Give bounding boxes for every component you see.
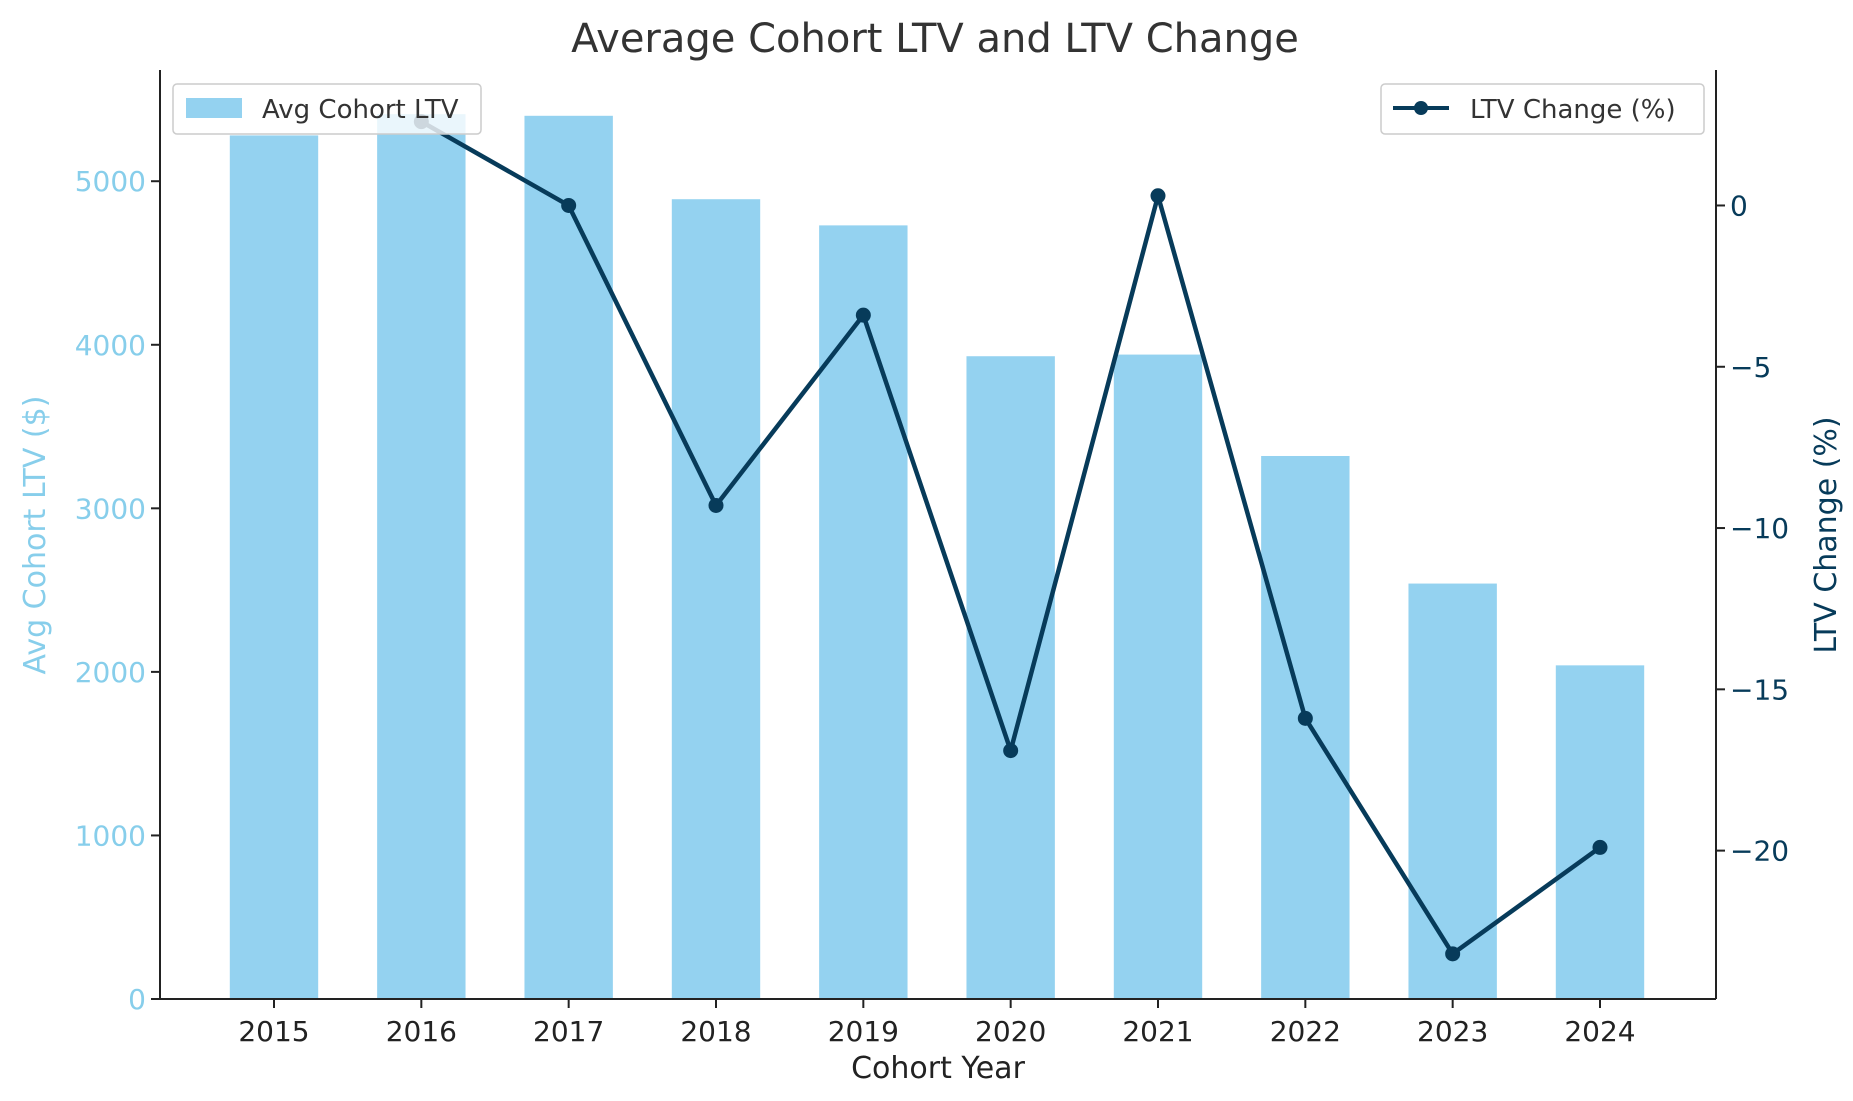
legend-line-frame — [1380, 83, 1705, 135]
legend-line: LTV Change (%) — [1380, 83, 1705, 135]
right-tick-label: −20 — [1730, 835, 1789, 868]
bar-2020 — [966, 356, 1055, 999]
left-axis-title: Avg Cohort LTV ($) — [18, 396, 53, 675]
ltv-change-point-2019 — [855, 307, 871, 323]
left-tick-label: 4000 — [75, 329, 146, 362]
left-tick-label: 3000 — [75, 492, 146, 525]
bar-2019 — [819, 225, 908, 999]
x-tick-label: 2021 — [1122, 1015, 1193, 1048]
legend-bars-label: Avg Cohort LTV — [262, 95, 459, 125]
ltv-change-point-2018 — [708, 497, 724, 513]
x-tick-label: 2019 — [828, 1015, 899, 1048]
legend-line-label: LTV Change (%) — [1470, 95, 1676, 125]
ltv-change-point-2021 — [1150, 188, 1166, 204]
left-axis-ticks: 0 1000 2000 3000 4000 5000 — [75, 165, 160, 1016]
bar-2023 — [1408, 583, 1497, 999]
bar-2022 — [1261, 455, 1350, 1000]
bar-2016 — [377, 114, 466, 999]
right-tick-label: 0 — [1730, 189, 1748, 222]
ltv-change-point-2017 — [561, 197, 577, 213]
x-axis-title: Cohort Year — [851, 1051, 1025, 1086]
left-tick-label: 2000 — [75, 656, 146, 689]
legend-bars-swatch — [186, 98, 242, 118]
right-axis-title: LTV Change (%) — [1809, 416, 1844, 653]
ltv-change-point-2023 — [1445, 946, 1461, 962]
x-axis-ticks: 2015 2016 2017 2018 2019 2020 2021 2022 2023 2024 — [238, 999, 1636, 1048]
bar-2015 — [229, 135, 319, 999]
bar-2017 — [524, 115, 613, 999]
x-tick-label: 2015 — [238, 1015, 309, 1048]
ltv-change-point-2022 — [1297, 710, 1313, 726]
left-tick-label: 1000 — [75, 819, 146, 852]
bar-2024 — [1555, 665, 1645, 999]
left-tick-label: 0 — [128, 983, 146, 1016]
right-tick-label: −10 — [1730, 512, 1789, 545]
right-tick-label: −15 — [1730, 673, 1789, 706]
x-tick-label: 2016 — [386, 1015, 457, 1048]
x-tick-label: 2024 — [1564, 1015, 1635, 1048]
x-tick-label: 2018 — [680, 1015, 751, 1048]
chart-title: Average Cohort LTV and LTV Change — [571, 16, 1299, 62]
x-tick-label: 2017 — [533, 1015, 604, 1048]
right-tick-label: −5 — [1730, 351, 1771, 384]
legend-bars: Avg Cohort LTV — [172, 83, 482, 135]
bar-series — [229, 114, 1645, 1000]
ltv-change-point-2024 — [1592, 839, 1608, 855]
bar-2021 — [1113, 354, 1203, 1000]
x-tick-label: 2020 — [975, 1015, 1046, 1048]
left-tick-label: 5000 — [75, 165, 146, 198]
bar-2018 — [671, 199, 761, 1000]
right-axis-ticks: −20 −15 −10 −5 0 — [1716, 189, 1789, 868]
x-tick-label: 2023 — [1417, 1015, 1488, 1048]
legend-line-marker — [1414, 101, 1428, 115]
ltv-change-point-2020 — [1003, 743, 1019, 759]
legend-bars-frame — [172, 83, 482, 135]
x-tick-label: 2022 — [1270, 1015, 1341, 1048]
